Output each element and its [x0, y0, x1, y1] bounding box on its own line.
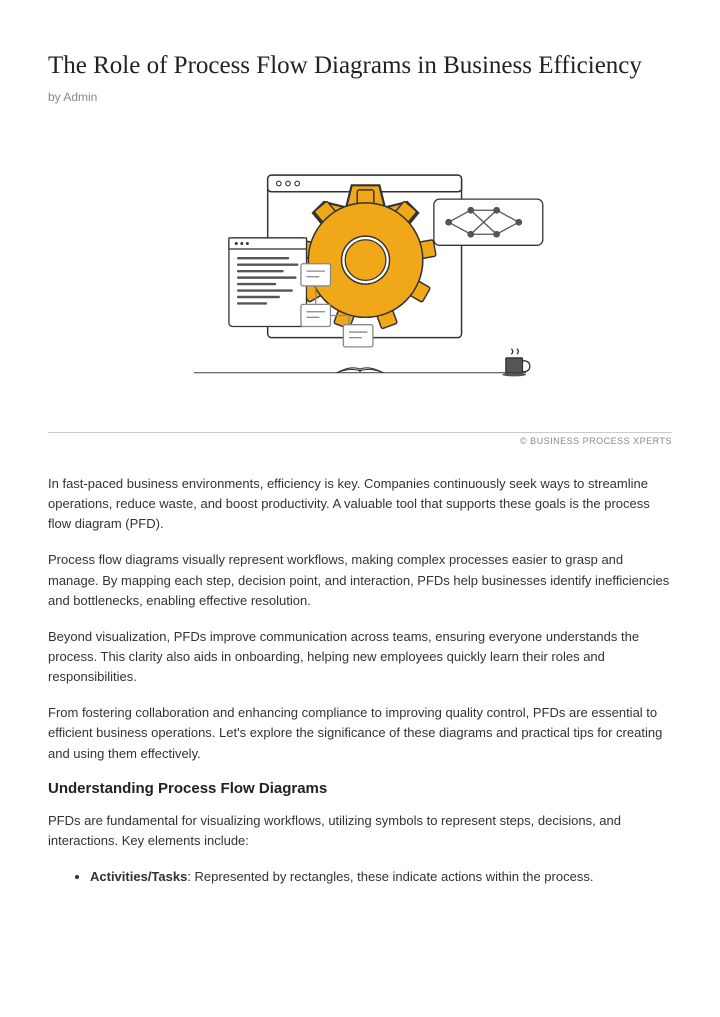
paragraph-4: From fostering collaboration and enhanci…	[48, 703, 672, 763]
key-elements-list: Activities/Tasks: Represented by rectang…	[48, 867, 672, 887]
paragraph-3: Beyond visualization, PFDs improve commu…	[48, 627, 672, 687]
pfd-illustration-svg	[120, 143, 600, 403]
list-item-text: : Represented by rectangles, these indic…	[187, 869, 593, 884]
hero-caption: © BUSINESS PROCESS XPERTS	[48, 432, 672, 446]
page-title: The Role of Process Flow Diagrams in Bus…	[48, 52, 672, 80]
hero-illustration	[48, 128, 672, 418]
paragraph-2: Process flow diagrams visually represent…	[48, 550, 672, 610]
section-heading: Understanding Process Flow Diagrams	[48, 780, 672, 797]
paragraph-1: In fast-paced business environments, eff…	[48, 474, 672, 534]
list-item: Activities/Tasks: Represented by rectang…	[90, 867, 672, 887]
section-intro: PFDs are fundamental for visualizing wor…	[48, 811, 672, 851]
byline: by Admin	[48, 90, 672, 104]
list-item-label: Activities/Tasks	[90, 869, 187, 884]
